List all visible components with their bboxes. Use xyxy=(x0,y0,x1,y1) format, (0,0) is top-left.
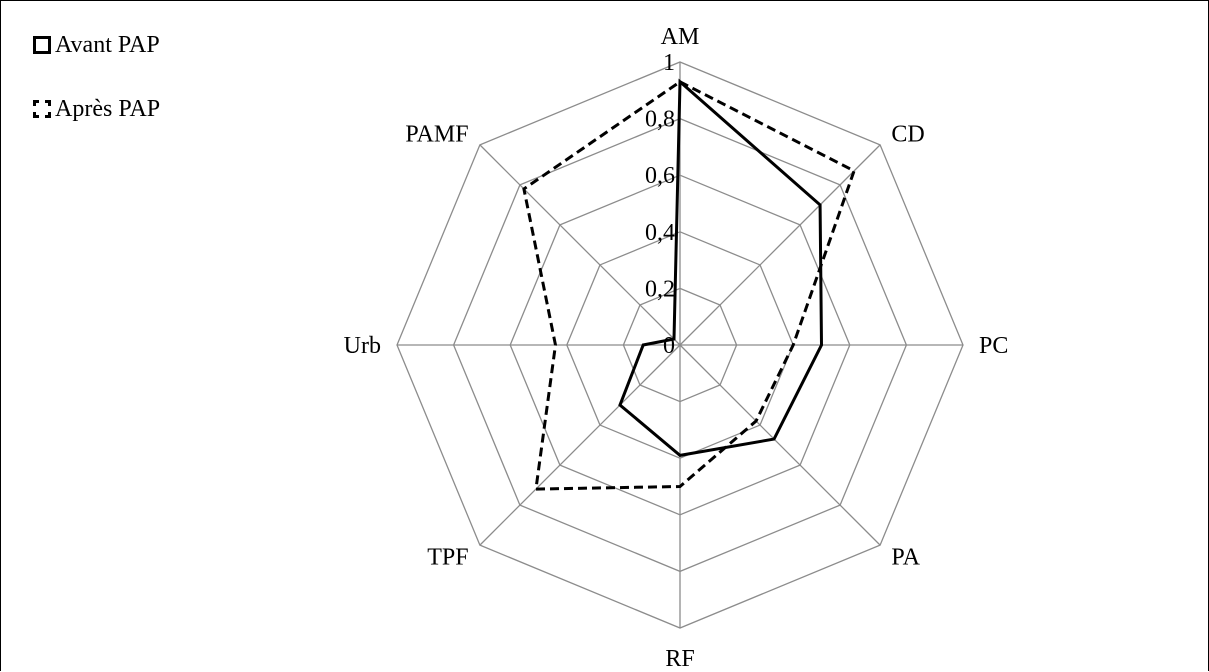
series-line-0 xyxy=(618,78,824,457)
legend-swatch-dashed-icon xyxy=(33,100,51,118)
axis-label: AM xyxy=(661,24,700,50)
grid-spoke xyxy=(479,344,681,546)
axis-label: PAMF xyxy=(405,122,468,148)
legend-label-avant: Avant PAP xyxy=(55,31,160,58)
radial-tick-labels: 00,20,40,60,81 xyxy=(645,50,675,359)
tick-label: 1 xyxy=(663,50,675,76)
grid-spoke xyxy=(479,144,681,346)
tick-label: 0,4 xyxy=(645,220,675,246)
grid-spoke xyxy=(679,144,881,346)
axis-label: CD xyxy=(891,122,924,148)
data-series xyxy=(522,78,856,491)
tick-label: 0,2 xyxy=(645,276,675,302)
legend-swatch-solid-icon xyxy=(33,36,51,54)
legend-label-apres: Après PAP xyxy=(55,95,161,122)
legend-item-avant: Avant PAP xyxy=(33,31,160,59)
axis-labels: AM CD PC PA RF TPF Urb PAMF xyxy=(344,24,1009,672)
axis-label: Urb xyxy=(344,333,381,359)
axis-label: PC xyxy=(979,333,1008,359)
tick-label: 0,6 xyxy=(645,163,675,189)
legend: Avant PAP Après PAP xyxy=(33,31,160,159)
tick-label: 0,8 xyxy=(645,107,675,133)
legend-item-apres: Après PAP xyxy=(33,95,160,123)
axis-label: PA xyxy=(891,544,920,570)
series-line-1 xyxy=(522,80,856,491)
axis-label: RF xyxy=(665,646,694,672)
axis-label: TPF xyxy=(427,544,468,570)
grid-spoke xyxy=(679,344,881,546)
radar-grid xyxy=(396,61,964,629)
